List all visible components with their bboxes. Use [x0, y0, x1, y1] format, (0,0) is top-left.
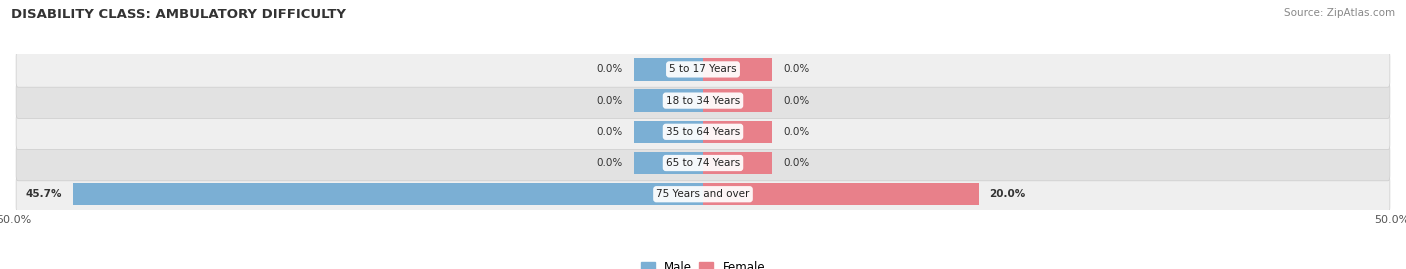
Bar	[703, 121, 772, 143]
Text: 20.0%: 20.0%	[990, 189, 1026, 199]
Bar	[634, 152, 703, 174]
Text: 0.0%: 0.0%	[783, 127, 810, 137]
FancyBboxPatch shape	[15, 176, 1391, 212]
Bar	[634, 58, 703, 81]
Text: 65 to 74 Years: 65 to 74 Years	[666, 158, 740, 168]
Bar	[73, 183, 703, 206]
Bar	[703, 152, 772, 174]
Text: 18 to 34 Years: 18 to 34 Years	[666, 95, 740, 106]
Text: 0.0%: 0.0%	[783, 95, 810, 106]
Text: 0.0%: 0.0%	[596, 95, 623, 106]
Text: Source: ZipAtlas.com: Source: ZipAtlas.com	[1284, 8, 1395, 18]
Text: 5 to 17 Years: 5 to 17 Years	[669, 64, 737, 75]
FancyBboxPatch shape	[15, 114, 1391, 150]
FancyBboxPatch shape	[15, 83, 1391, 118]
Text: 0.0%: 0.0%	[596, 64, 623, 75]
FancyBboxPatch shape	[15, 52, 1391, 87]
Bar	[634, 121, 703, 143]
Text: 75 Years and over: 75 Years and over	[657, 189, 749, 199]
Text: 45.7%: 45.7%	[25, 189, 62, 199]
Text: 35 to 64 Years: 35 to 64 Years	[666, 127, 740, 137]
FancyBboxPatch shape	[15, 145, 1391, 181]
Text: DISABILITY CLASS: AMBULATORY DIFFICULTY: DISABILITY CLASS: AMBULATORY DIFFICULTY	[11, 8, 346, 21]
Text: 0.0%: 0.0%	[783, 158, 810, 168]
Text: 0.0%: 0.0%	[596, 127, 623, 137]
Text: 0.0%: 0.0%	[596, 158, 623, 168]
Text: 0.0%: 0.0%	[783, 64, 810, 75]
Bar	[703, 183, 979, 206]
Bar	[703, 58, 772, 81]
Bar	[703, 89, 772, 112]
Bar	[634, 89, 703, 112]
Legend: Male, Female: Male, Female	[641, 261, 765, 269]
